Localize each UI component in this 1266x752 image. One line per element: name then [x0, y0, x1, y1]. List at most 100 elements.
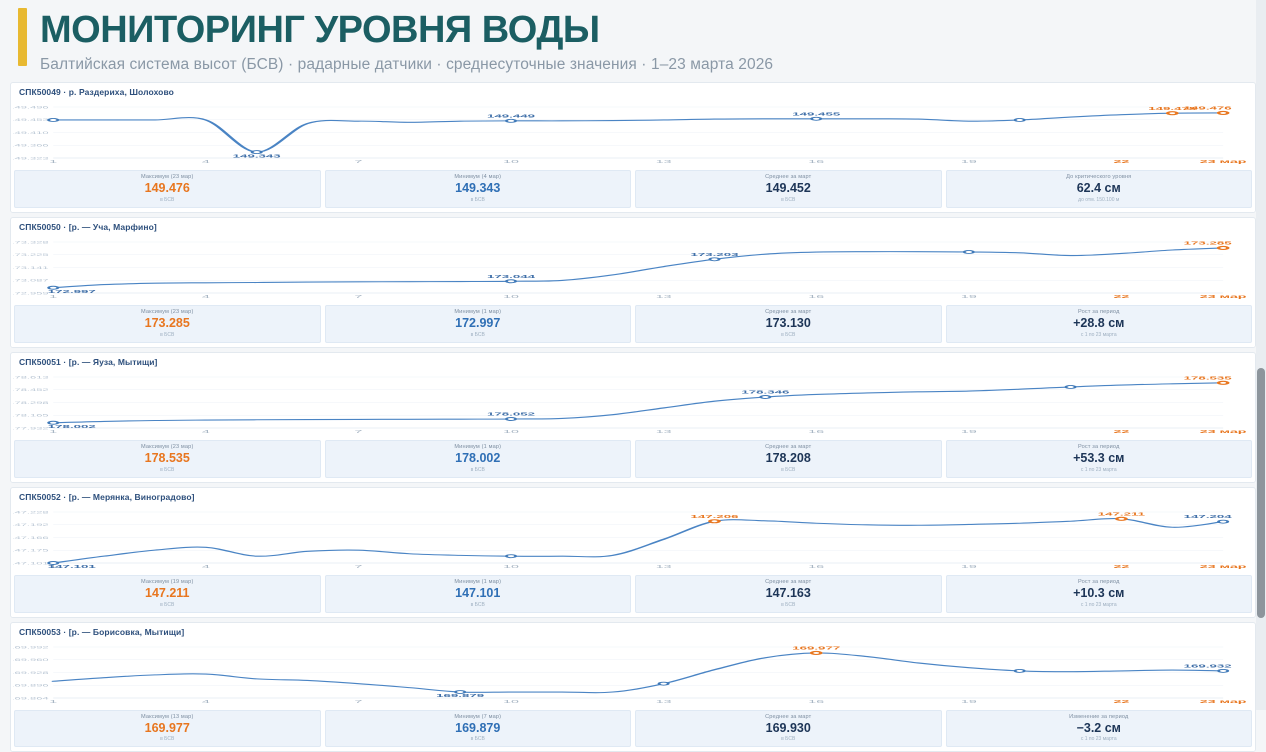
stat-card-label: Минимум (1 мар) — [454, 309, 502, 316]
stat-card[interactable]: Среднее за март 173.130 в БСВ — [635, 305, 942, 343]
svg-text:149.323: 149.323 — [13, 157, 49, 161]
svg-text:147.228: 147.228 — [13, 510, 49, 514]
stat-card[interactable]: Рост за период +53.3 см с 1 по 23 марта — [945, 439, 1252, 478]
svg-text:149.366: 149.366 — [13, 144, 49, 148]
stat-card-value: 173.130 — [765, 316, 811, 331]
svg-text:149.455: 149.455 — [792, 112, 841, 117]
svg-text:173.285: 173.285 — [1184, 241, 1233, 246]
station-panel-title: СПК50049 · р. Раздериха, Шолохово — [19, 87, 174, 98]
svg-text:10: 10 — [503, 699, 519, 704]
stat-card[interactable]: Максимум (23 мар) 149.476 в БСВ — [14, 170, 321, 209]
station-panel-title: СПК50051 · [р. — Яуза, Мытищи] — [19, 356, 158, 367]
stat-card-value: 147.101 — [455, 585, 501, 600]
stat-card-sublabel: в БСВ — [470, 197, 485, 204]
stat-card-value: +28.8 см — [1073, 316, 1125, 331]
stat-card-label: Рост за период — [1078, 578, 1120, 585]
svg-text:147.206: 147.206 — [690, 514, 739, 519]
svg-text:172.959: 172.959 — [13, 291, 49, 295]
stat-card-value: 149.343 — [455, 181, 501, 196]
svg-text:169.992: 169.992 — [13, 645, 49, 649]
stat-card-value: 147.163 — [765, 585, 811, 600]
page-header: МОНИТОРИНГ УРОВНЯ ВОДЫ Балтийская систем… — [0, 0, 1266, 83]
stat-card-sublabel: с 1 по 23 марта — [1080, 466, 1117, 473]
stat-card-label: Максимум (19 мар) — [141, 578, 194, 585]
svg-text:10: 10 — [503, 564, 519, 569]
svg-text:149.343: 149.343 — [233, 154, 282, 159]
svg-text:149.476: 149.476 — [1184, 106, 1233, 111]
svg-text:169.960: 169.960 — [13, 658, 49, 662]
stat-card-sublabel: до отм. 150.100 м — [1078, 197, 1120, 204]
stat-card[interactable]: Среднее за март 147.163 в БСВ — [635, 574, 942, 613]
stat-card[interactable]: Среднее за март 149.452 в БСВ — [635, 170, 942, 209]
svg-text:178.452: 178.452 — [13, 388, 49, 392]
svg-text:172.997: 172.997 — [48, 290, 97, 295]
svg-text:16: 16 — [808, 699, 824, 704]
svg-text:16: 16 — [808, 429, 824, 434]
stat-card-value: 172.997 — [455, 316, 501, 331]
svg-text:178.346: 178.346 — [741, 390, 790, 395]
stat-card-value: 178.535 — [144, 451, 190, 466]
svg-text:178.613: 178.613 — [13, 375, 49, 379]
svg-text:1: 1 — [49, 159, 57, 164]
svg-text:1: 1 — [49, 699, 57, 704]
stat-card[interactable]: Максимум (23 мар) 178.535 в БСВ — [14, 439, 321, 478]
stat-card-value: +53.3 см — [1073, 451, 1125, 466]
svg-text:4: 4 — [202, 699, 210, 704]
stat-card[interactable]: Максимум (19 мар) 147.211 в БСВ — [14, 574, 321, 613]
svg-text:147.175: 147.175 — [13, 548, 49, 552]
svg-text:19: 19 — [961, 429, 977, 434]
stat-card[interactable]: Минимум (1 мар) 178.002 в БСВ — [324, 439, 631, 478]
station-panel: СПК50049 · р. Раздериха, Шолохово149.496… — [10, 82, 1256, 214]
stat-card-label: Максимум (23 мар) — [141, 443, 194, 450]
page-scrollbar-thumb[interactable] — [1257, 368, 1265, 618]
stat-card[interactable]: Минимум (7 мар) 169.879 в БСВ — [324, 709, 631, 748]
accent-bar — [18, 8, 27, 66]
stat-card-value: +10.3 см — [1073, 585, 1125, 600]
stat-card-sublabel: в БСВ — [781, 736, 796, 743]
stat-card-label: Изменение за период — [1069, 713, 1129, 720]
svg-text:7: 7 — [354, 699, 362, 704]
stat-card-sublabel: с 1 по 23 марта — [1080, 601, 1117, 608]
svg-text:16: 16 — [808, 294, 824, 299]
stat-card-value: 62.4 см — [1076, 181, 1121, 196]
stat-card-label: Среднее за март — [765, 578, 812, 585]
svg-text:19: 19 — [961, 699, 977, 704]
stat-card-sublabel: в БСВ — [160, 601, 175, 608]
svg-text:1: 1 — [49, 564, 57, 569]
svg-text:173.203: 173.203 — [690, 252, 739, 257]
stat-card[interactable]: Рост за период +28.8 см с 1 по 23 марта — [945, 305, 1252, 343]
stat-card-strip: Максимум (13 мар) 169.977 в БСВ Минимум (7 … — [11, 707, 1255, 752]
stat-card[interactable]: Минимум (1 мар) 147.101 в БСВ — [324, 574, 631, 613]
stat-card[interactable]: Изменение за период −3.2 см с 1 по 23 март… — [945, 709, 1252, 748]
stat-card-sublabel: в БСВ — [470, 466, 485, 473]
stat-card[interactable]: Среднее за март 169.930 в БСВ — [635, 709, 942, 748]
svg-text:149.449: 149.449 — [487, 114, 536, 119]
stat-card[interactable]: До критического уровня 62.4 см до отм. 150… — [945, 170, 1252, 209]
svg-text:23 мар: 23 мар — [1200, 294, 1247, 299]
page-scrollbar-track[interactable] — [1256, 0, 1266, 710]
stat-card-sublabel: в БСВ — [781, 601, 796, 608]
svg-text:173.087: 173.087 — [13, 279, 49, 283]
stat-card[interactable]: Максимум (23 мар) 173.285 в БСВ — [14, 305, 321, 343]
stat-card-label: Рост за период — [1078, 443, 1120, 450]
stat-card[interactable]: Минимум (1 мар) 172.997 в БСВ — [324, 305, 631, 343]
stat-card[interactable]: Среднее за март 178.208 в БСВ — [635, 439, 942, 478]
svg-text:22: 22 — [1114, 429, 1130, 434]
stat-card-sublabel: в БСВ — [160, 197, 175, 204]
svg-text:149.453: 149.453 — [13, 118, 49, 122]
stat-card-value: 149.452 — [765, 181, 811, 196]
page-subtitle: Балтийская система высот (БСВ) · радарны… — [40, 56, 774, 74]
svg-text:7: 7 — [354, 294, 362, 299]
stat-card[interactable]: Рост за период +10.3 см с 1 по 23 марта — [945, 574, 1252, 613]
svg-text:147.204: 147.204 — [1184, 515, 1233, 520]
svg-text:13: 13 — [656, 294, 672, 299]
stat-card[interactable]: Минимум (4 мар) 149.343 в БСВ — [324, 170, 631, 209]
stat-card-value: 169.930 — [765, 720, 811, 735]
stat-card[interactable]: Максимум (13 мар) 169.977 в БСВ — [14, 709, 321, 748]
stat-card-label: Максимум (23 мар) — [141, 309, 194, 316]
